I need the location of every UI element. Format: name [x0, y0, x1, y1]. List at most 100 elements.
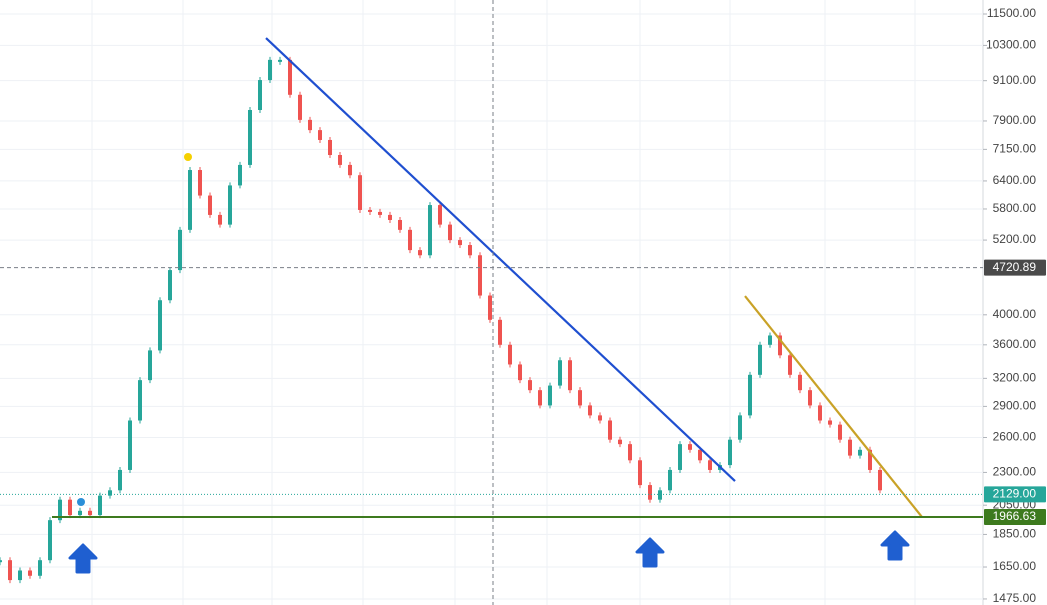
candle [598, 415, 602, 421]
candle [628, 444, 632, 461]
y-tick-label: 3200.00 [993, 371, 1037, 385]
price-label: 2129.00 [993, 487, 1037, 501]
y-tick-label: 7150.00 [993, 142, 1037, 156]
candle [458, 240, 462, 246]
y-tick-label: 5800.00 [993, 201, 1037, 215]
price-label-bg [984, 259, 1046, 276]
candle [388, 214, 392, 220]
candle [278, 59, 282, 62]
candle [38, 560, 42, 576]
candle [168, 270, 172, 301]
candle [0, 560, 2, 563]
candle [368, 209, 372, 212]
candle [118, 469, 122, 491]
candle [448, 224, 452, 241]
candle [238, 164, 242, 186]
event-dot [77, 498, 85, 506]
candle [288, 59, 292, 95]
candle [398, 219, 402, 230]
candle [8, 560, 12, 581]
candle [48, 520, 52, 561]
candle [68, 499, 72, 516]
candle [668, 469, 672, 491]
candle [828, 420, 832, 425]
candle [878, 469, 882, 491]
candle [868, 449, 872, 470]
candle [78, 510, 82, 516]
y-tick-label: 7900.00 [993, 113, 1037, 127]
candle [748, 374, 752, 416]
y-tick-label: 2600.00 [993, 430, 1037, 444]
candle [298, 94, 302, 120]
candle [188, 170, 192, 230]
candle [548, 385, 552, 406]
candle [318, 130, 322, 140]
candle [378, 211, 382, 215]
y-tick-label: 5200.00 [993, 232, 1037, 246]
candle [258, 80, 262, 110]
price-axis-bg [983, 0, 1047, 605]
candle [488, 295, 492, 320]
candle [508, 344, 512, 365]
candle [608, 420, 612, 440]
candle [798, 374, 802, 391]
candle [198, 170, 202, 196]
candle [638, 460, 642, 486]
y-tick-label: 9100.00 [993, 73, 1037, 87]
y-tick-label: 6400.00 [993, 173, 1037, 187]
y-tick-label: 2300.00 [993, 465, 1037, 479]
candle [858, 449, 862, 456]
candle [538, 390, 542, 406]
y-tick-label: 10300.00 [986, 38, 1036, 52]
candle [148, 350, 152, 381]
candle [418, 250, 422, 256]
up-arrow [880, 530, 910, 561]
y-tick-label: 3600.00 [993, 337, 1037, 351]
candle [428, 205, 432, 256]
candle [698, 449, 702, 461]
candle [618, 439, 622, 445]
candle [268, 59, 272, 81]
candle [788, 355, 792, 375]
event-dot [184, 153, 192, 161]
candle [408, 229, 412, 251]
vertical-grid [91, 0, 916, 605]
y-tick-label: 2900.00 [993, 399, 1037, 413]
trendline [744, 295, 923, 518]
candle [328, 139, 332, 156]
candle [558, 360, 562, 386]
candle [468, 245, 472, 256]
candle [768, 335, 772, 345]
candle [18, 570, 22, 581]
y-tick-label: 1475.00 [993, 591, 1037, 605]
candle [228, 185, 232, 225]
price-label: 1966.63 [993, 509, 1037, 523]
candle [528, 380, 532, 391]
up-arrow [68, 543, 98, 574]
candle [688, 444, 692, 450]
candle [578, 390, 582, 406]
price-label-bg [984, 509, 1046, 526]
up-arrow [635, 537, 665, 568]
candle [818, 405, 822, 421]
candle [338, 155, 342, 165]
overlay [68, 153, 910, 574]
price-label: 4720.89 [993, 260, 1037, 274]
candle [498, 319, 502, 345]
candle [518, 364, 522, 381]
candle [568, 360, 572, 391]
candle [308, 119, 312, 131]
trendline [265, 37, 736, 482]
candle [728, 439, 732, 466]
candle [178, 229, 182, 271]
candle [158, 300, 162, 351]
candle [588, 405, 592, 416]
candle [208, 195, 212, 215]
candle [778, 335, 782, 356]
candle [218, 214, 222, 225]
candle [478, 255, 482, 296]
candle [358, 175, 362, 210]
candle [838, 424, 842, 440]
candle [248, 109, 252, 165]
